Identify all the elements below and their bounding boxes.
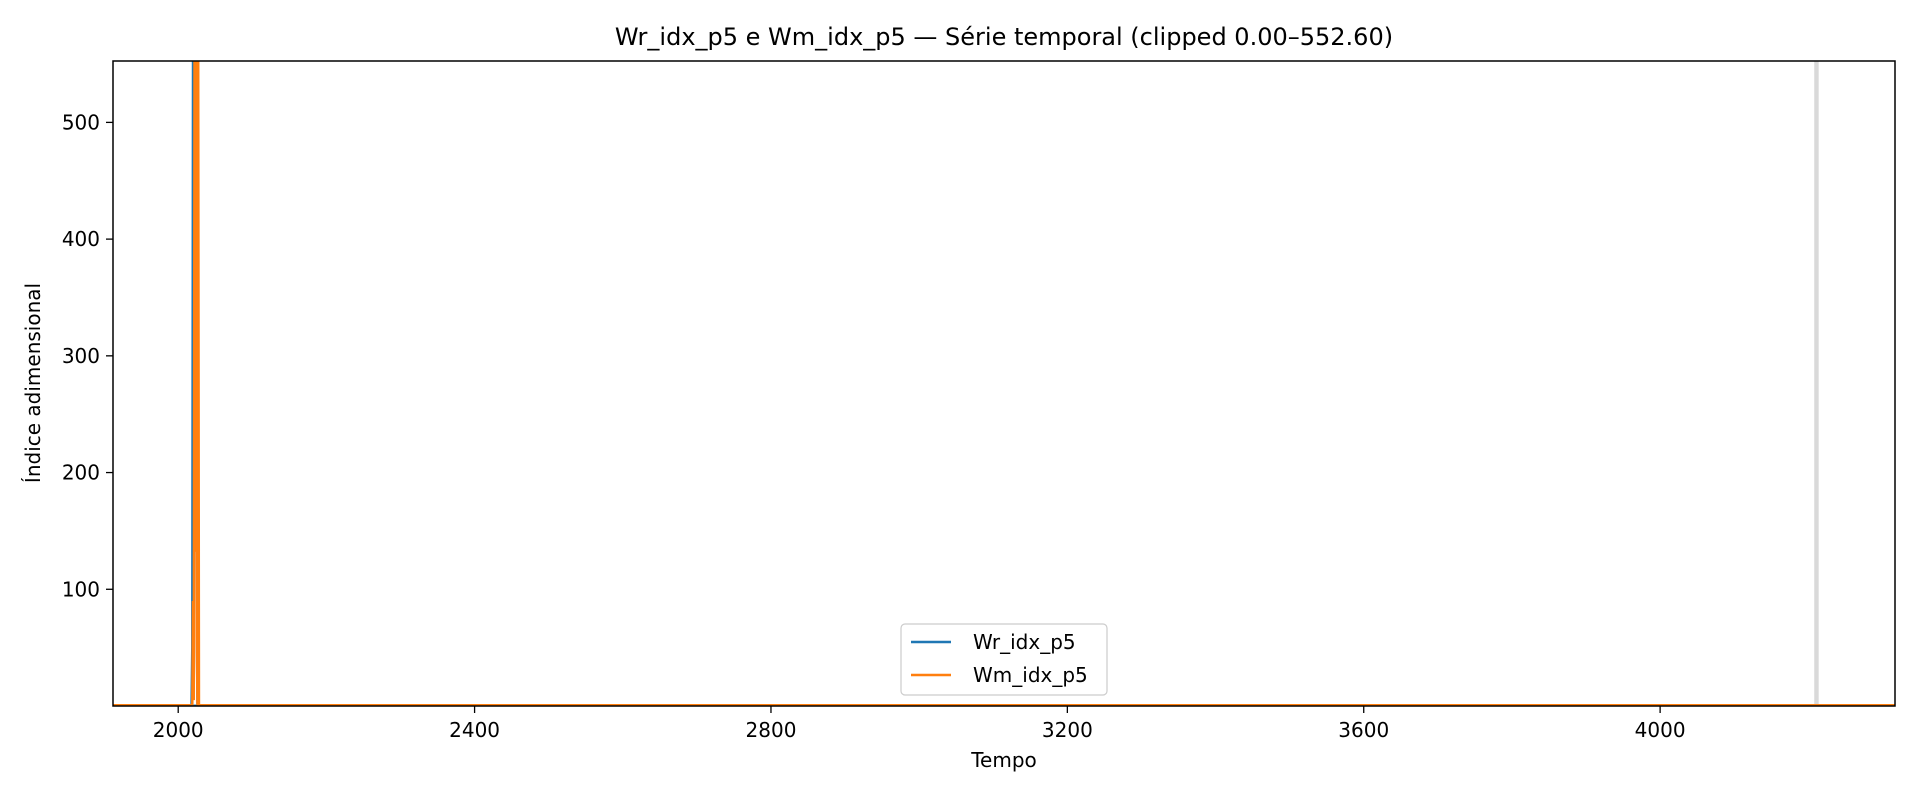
y-tick-label: 400 bbox=[62, 227, 100, 251]
x-tick-label: 4000 bbox=[1635, 718, 1686, 742]
legend: Wr_idx_p5 Wm_idx_p5 bbox=[900, 623, 1108, 696]
y-axis-title: Índice adimensional bbox=[21, 283, 45, 483]
x-tick-label: 3200 bbox=[1042, 718, 1093, 742]
x-axis: 2000 2400 2800 3200 3600 4000 bbox=[153, 706, 1686, 742]
y-tick-label: 100 bbox=[62, 577, 100, 601]
y-axis: 100 200 300 400 500 bbox=[62, 110, 113, 601]
x-tick-label: 3600 bbox=[1338, 718, 1389, 742]
y-tick-label: 500 bbox=[62, 110, 100, 134]
x-tick-label: 2000 bbox=[153, 718, 204, 742]
y-tick-label: 200 bbox=[62, 461, 100, 485]
series-line-wr-idx-p5 bbox=[113, 60, 1895, 707]
legend-label-wr-idx-p5: Wr_idx_p5 bbox=[973, 630, 1076, 654]
highlight-band bbox=[1814, 61, 1819, 706]
plot-frame bbox=[112, 60, 1896, 707]
y-tick-label: 300 bbox=[62, 344, 100, 368]
x-tick-label: 2800 bbox=[746, 718, 797, 742]
series-layer bbox=[113, 60, 1895, 707]
legend-label-wm-idx-p5: Wm_idx_p5 bbox=[973, 663, 1088, 687]
x-axis-title: Tempo bbox=[970, 748, 1037, 772]
x-tick-label: 2400 bbox=[449, 718, 500, 742]
legend-frame bbox=[900, 623, 1108, 696]
series-line-wm-idx-p5 bbox=[113, 60, 1895, 707]
highlight-band-layer bbox=[1814, 61, 1819, 706]
chart-title: Wr_idx_p5 e Wm_idx_p5 — Série temporal (… bbox=[615, 23, 1393, 51]
